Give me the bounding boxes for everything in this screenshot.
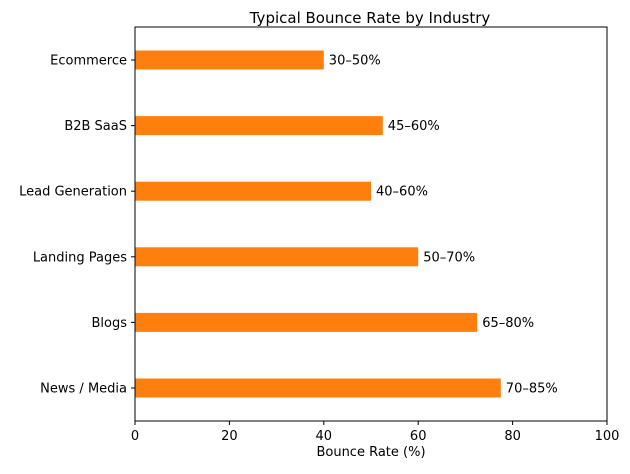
bar-news-media xyxy=(135,378,501,398)
bar-ecommerce xyxy=(135,50,324,70)
y-tick-label-news-media: News / Media xyxy=(40,382,127,397)
y-tick-label-b2b-saas: B2B SaaS xyxy=(64,119,127,134)
chart-title: Typical Bounce Rate by Industry xyxy=(249,9,491,27)
bar-b2b-saas xyxy=(135,116,383,136)
plot-area-frame xyxy=(134,26,608,422)
y-tick-label-blogs: Blogs xyxy=(91,316,127,331)
y-tick-label-ecommerce: Ecommerce xyxy=(50,54,127,69)
x-axis-label: Bounce Rate (%) xyxy=(316,445,425,460)
bar-landing-pages xyxy=(135,247,419,267)
bar-blogs xyxy=(135,312,478,332)
y-tick-label-lead-generation: Lead Generation xyxy=(19,185,127,200)
x-tick-label-20: 20 xyxy=(221,429,238,444)
data-label-ecommerce: 30–50% xyxy=(329,54,381,69)
data-label-b2b-saas: 45–60% xyxy=(388,119,440,134)
x-tick-label-0: 0 xyxy=(131,429,139,444)
y-tick-label-landing-pages: Landing Pages xyxy=(33,250,127,265)
x-tick-label-80: 80 xyxy=(504,429,521,444)
x-tick-label-60: 60 xyxy=(410,429,427,444)
x-tick-label-40: 40 xyxy=(316,429,333,444)
data-label-lead-generation: 40–60% xyxy=(376,185,428,200)
bar-lead-generation xyxy=(135,181,371,201)
x-tick-label-100: 100 xyxy=(595,429,620,444)
data-label-blogs: 65–80% xyxy=(482,316,534,331)
data-label-landing-pages: 50–70% xyxy=(423,250,475,265)
data-label-news-media: 70–85% xyxy=(506,382,558,397)
